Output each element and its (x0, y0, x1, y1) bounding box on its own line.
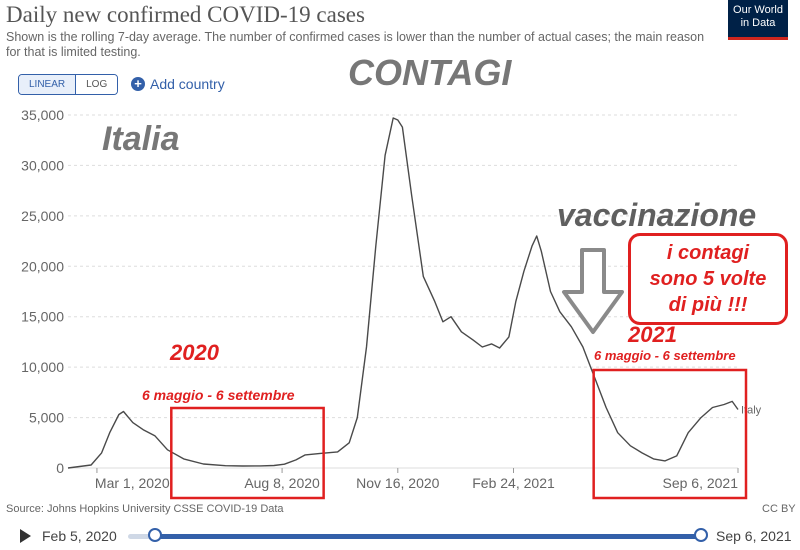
linear-scale-button[interactable]: LINEAR (19, 75, 77, 94)
year-2021-annotation: 2021 (628, 322, 677, 347)
add-country-button[interactable]: + Add country (131, 76, 225, 92)
chart-title: Daily new confirmed COVID-19 cases (6, 2, 365, 27)
plus-icon: + (131, 77, 145, 91)
series-line-italy (67, 117, 739, 469)
callout-line-3: di più !!! (668, 294, 748, 316)
x-tick-label: Mar 1, 2020 (95, 475, 170, 491)
y-tick-label: 35,000 (21, 107, 64, 123)
y-tick-label: 30,000 (21, 157, 64, 173)
y-tick-label: 0 (56, 460, 64, 476)
scale-toggle: LINEAR LOG (18, 74, 119, 95)
y-tick-label: 25,000 (21, 208, 64, 224)
timeline-start-label: Feb 5, 2020 (42, 528, 117, 544)
logo-line-2: in Data (740, 17, 776, 29)
y-tick-label: 5,000 (29, 410, 64, 426)
y-tick-label: 10,000 (21, 359, 64, 375)
timeline-end-label: Sep 6, 2021 (716, 528, 792, 544)
range-2021-annotation: 6 maggio - 6 settembre (594, 348, 736, 363)
highlight-box-2020 (170, 406, 325, 500)
x-tick-label: Sep 6, 2021 (662, 475, 738, 491)
vaccinazione-annotation: vaccinazione (557, 197, 757, 233)
play-icon[interactable] (20, 529, 31, 543)
callout-line-2: sono 5 volte (649, 268, 767, 290)
x-tick-label: Nov 16, 2020 (356, 475, 439, 491)
chart-subtitle: Shown is the rolling 7-day average. The … (6, 30, 705, 59)
y-tick-label: 20,000 (21, 258, 64, 274)
italia-annotation: Italia (102, 120, 180, 158)
log-scale-button[interactable]: LOG (76, 75, 118, 94)
x-tick-label: Feb 24, 2021 (472, 475, 555, 491)
logo-line-1: Our World (733, 4, 783, 16)
callout-box: i contagi sono 5 volte di più !!! (628, 233, 788, 325)
highlight-box-2021 (592, 368, 748, 500)
timeline-slider: Feb 5, 2020 Sep 6, 2021 (0, 522, 800, 550)
contagi-annotation: CONTAGI (348, 52, 512, 93)
down-arrow-icon (562, 248, 624, 334)
y-tick-label: 15,000 (21, 309, 64, 325)
timeline-range (155, 534, 700, 539)
license-link[interactable]: CC BY (762, 503, 796, 515)
range-2020-annotation: 6 maggio - 6 settembre (142, 387, 295, 403)
source-text[interactable]: Source: Johns Hopkins University CSSE CO… (6, 503, 284, 515)
callout-line-1: i contagi (666, 242, 750, 264)
series-label-italy: Italy (741, 405, 762, 417)
timeline-end-handle[interactable] (694, 528, 708, 542)
owid-logo[interactable]: Our World in Data (728, 0, 788, 40)
year-2020-annotation: 2020 (170, 340, 219, 365)
x-tick-label: Aug 8, 2020 (244, 475, 320, 491)
timeline-start-handle[interactable] (148, 528, 162, 542)
add-country-label: Add country (150, 76, 225, 92)
